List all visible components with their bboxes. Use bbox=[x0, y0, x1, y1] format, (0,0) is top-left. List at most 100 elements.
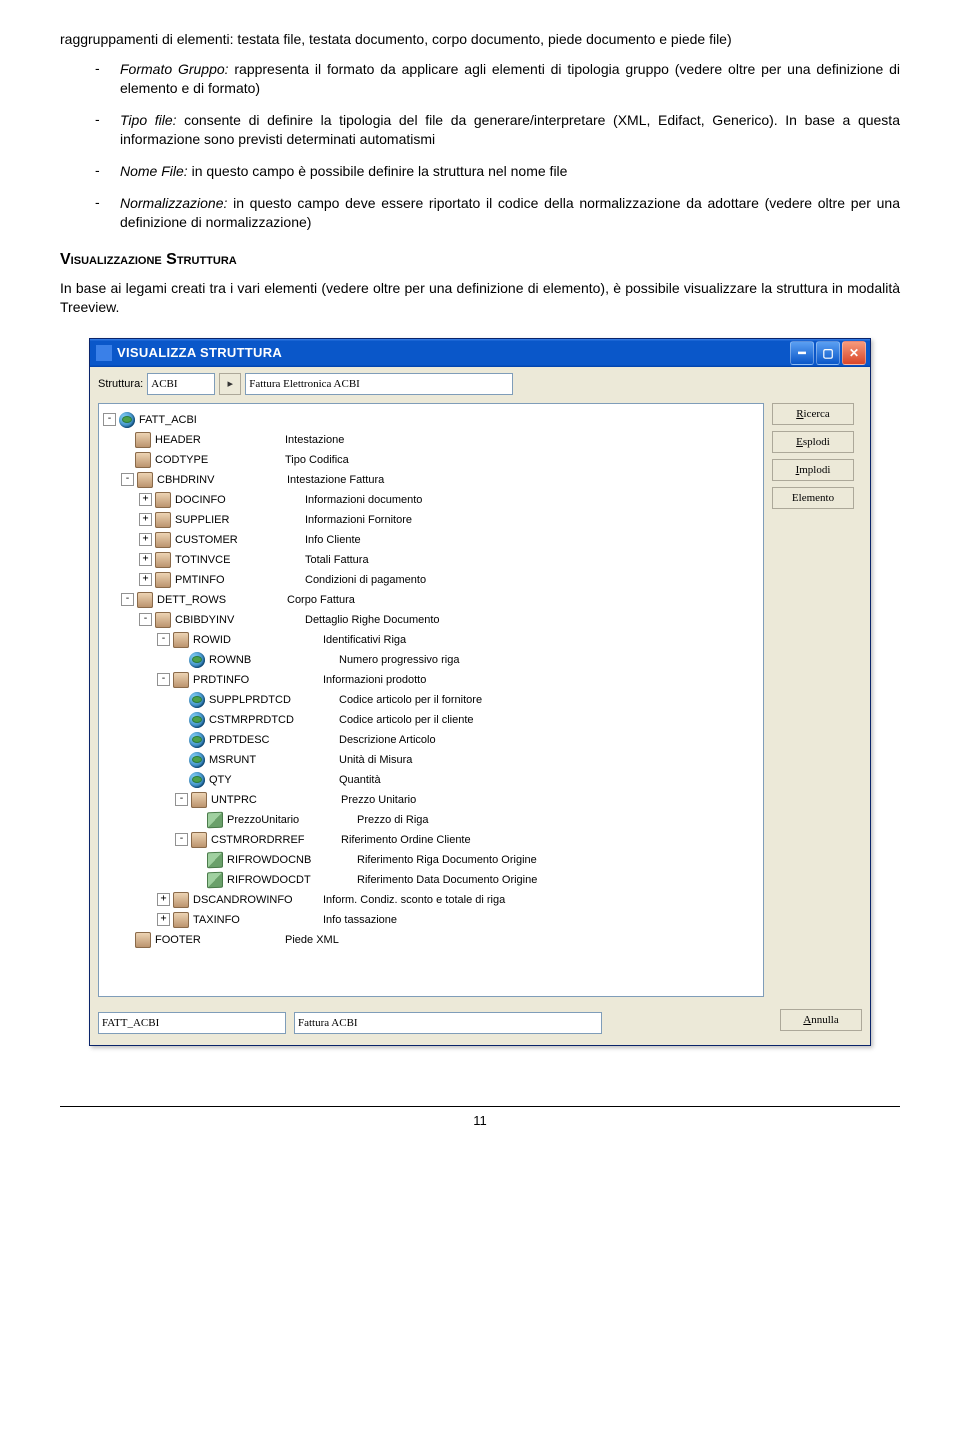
expand-icon[interactable]: + bbox=[157, 893, 170, 906]
expand-icon[interactable]: + bbox=[139, 533, 152, 546]
collapse-icon[interactable]: - bbox=[139, 613, 152, 626]
window-title: VISUALIZZA STRUTTURA bbox=[117, 345, 788, 360]
tree-row[interactable]: MSRUNTUnità di Misura bbox=[103, 750, 759, 770]
tree-code: CUSTOMER bbox=[175, 534, 305, 546]
expand-icon[interactable]: + bbox=[139, 493, 152, 506]
struttura-desc-input[interactable] bbox=[245, 373, 513, 395]
tree-row[interactable]: SUPPLPRDTCDCodice articolo per il fornit… bbox=[103, 690, 759, 710]
tree-row[interactable]: - FATT_ACBI bbox=[103, 410, 759, 430]
collapse-icon[interactable]: - bbox=[175, 793, 188, 806]
implodi-button[interactable]: Implodi bbox=[772, 459, 854, 481]
tree-panel: - FATT_ACBI HEADERIntestazioneCODTYPETipo … bbox=[98, 403, 764, 997]
tree-code: ROWNB bbox=[209, 654, 339, 666]
tree-row[interactable]: RIFROWDOCNBRiferimento Riga Documento Or… bbox=[103, 850, 759, 870]
tree-row[interactable]: +CUSTOMERInfo Cliente bbox=[103, 530, 759, 550]
tree-code: CBHDRINV bbox=[157, 474, 287, 486]
bullet-rest: rappresenta il formato da applicare agli… bbox=[120, 61, 900, 97]
tree-row[interactable]: -CBIBDYINVDettaglio Righe Documento bbox=[103, 610, 759, 630]
cube-icon bbox=[207, 812, 223, 829]
struttura-window: VISUALIZZA STRUTTURA ━ ▢ ✕ Struttura: ▸ … bbox=[89, 338, 871, 1046]
struttura-input[interactable] bbox=[147, 373, 215, 395]
brick-icon bbox=[137, 592, 153, 608]
brick-icon bbox=[173, 892, 189, 908]
tree-row[interactable]: CSTMRPRDTCDCodice articolo per il client… bbox=[103, 710, 759, 730]
brick-icon bbox=[155, 532, 171, 548]
tree-row[interactable]: -CSTMRORDRREFRiferimento Ordine Cliente bbox=[103, 830, 759, 850]
annulla-button[interactable]: Annulla bbox=[780, 1009, 862, 1031]
expand-icon[interactable]: + bbox=[157, 913, 170, 926]
tree-row[interactable]: FOOTERPiede XML bbox=[103, 930, 759, 950]
tree-row[interactable]: +DOCINFOInformazioni documento bbox=[103, 490, 759, 510]
tree-desc: Numero progressivo riga bbox=[339, 654, 459, 666]
brick-icon bbox=[137, 472, 153, 488]
expand-icon[interactable]: + bbox=[139, 513, 152, 526]
collapse-icon[interactable]: - bbox=[175, 833, 188, 846]
tree-row[interactable]: + SUPPLIERInformazioni Fornitore bbox=[103, 510, 759, 530]
tree-row[interactable]: +PMTINFOCondizioni di pagamento bbox=[103, 570, 759, 590]
globe-icon bbox=[189, 732, 205, 748]
titlebar: VISUALIZZA STRUTTURA ━ ▢ ✕ bbox=[90, 339, 870, 367]
tree-desc: Totali Fattura bbox=[305, 554, 369, 566]
bullet-dash: - bbox=[95, 162, 120, 182]
close-button[interactable]: ✕ bbox=[842, 341, 866, 365]
tree-code: DOCINFO bbox=[175, 494, 305, 506]
bullet-rest: consente di definire la tipologia del fi… bbox=[120, 112, 900, 148]
tree-code: RIFROWDOCNB bbox=[227, 854, 357, 866]
toggle-spacer bbox=[193, 854, 204, 865]
toggle-spacer bbox=[175, 754, 186, 765]
tree-code: FOOTER bbox=[155, 934, 285, 946]
minimize-button[interactable]: ━ bbox=[790, 341, 814, 365]
bullet-item: -Normalizzazione: in questo campo deve e… bbox=[60, 194, 900, 233]
footer-code-input[interactable] bbox=[98, 1012, 286, 1034]
tree-code: TAXINFO bbox=[193, 914, 323, 926]
toggle-spacer bbox=[121, 934, 132, 945]
bullet-rest: in questo campo deve essere riportato il… bbox=[120, 195, 900, 231]
cube-icon bbox=[207, 872, 223, 889]
lookup-button[interactable]: ▸ bbox=[219, 373, 241, 395]
tree-desc: Informazioni Fornitore bbox=[305, 514, 412, 526]
collapse-icon[interactable]: - bbox=[103, 413, 116, 426]
collapse-icon[interactable]: - bbox=[121, 473, 134, 486]
tree-row[interactable]: +DSCANDROWINFOInform. Condiz. sconto e t… bbox=[103, 890, 759, 910]
tree-row[interactable]: -UNTPRCPrezzo Unitario bbox=[103, 790, 759, 810]
tree-row[interactable]: HEADERIntestazione bbox=[103, 430, 759, 450]
tree-row[interactable]: -CBHDRINVIntestazione Fattura bbox=[103, 470, 759, 490]
tree-row[interactable]: PrezzoUnitarioPrezzo di Riga bbox=[103, 810, 759, 830]
tree-row[interactable]: ROWNBNumero progressivo riga bbox=[103, 650, 759, 670]
tree-code: FATT_ACBI bbox=[139, 414, 269, 426]
tree-code: CSTMRORDRREF bbox=[211, 834, 341, 846]
collapse-icon[interactable]: - bbox=[157, 633, 170, 646]
esplodi-button[interactable]: Esplodi bbox=[772, 431, 854, 453]
tree-row[interactable]: +TOTINVCETotali Fattura bbox=[103, 550, 759, 570]
tree-row[interactable]: + TAXINFOInfo tassazione bbox=[103, 910, 759, 930]
tree-code: CBIBDYINV bbox=[175, 614, 305, 626]
tree-row[interactable]: QTYQuantità bbox=[103, 770, 759, 790]
expand-icon[interactable]: + bbox=[139, 573, 152, 586]
tree-code: HEADER bbox=[155, 434, 285, 446]
toggle-spacer bbox=[175, 774, 186, 785]
expand-icon[interactable]: + bbox=[139, 553, 152, 566]
collapse-icon[interactable]: - bbox=[157, 673, 170, 686]
tree-desc: Informazioni prodotto bbox=[323, 674, 426, 686]
ricerca-button[interactable]: Ricerca bbox=[772, 403, 854, 425]
tree-row[interactable]: CODTYPETipo Codifica bbox=[103, 450, 759, 470]
globe-icon bbox=[189, 712, 205, 728]
tree-desc: Descrizione Articolo bbox=[339, 734, 436, 746]
toggle-spacer bbox=[193, 814, 204, 825]
tree-row[interactable]: -DETT_ROWSCorpo Fattura bbox=[103, 590, 759, 610]
footer-desc-input[interactable] bbox=[294, 1012, 602, 1034]
bullet-text: Nome File: in questo campo è possibile d… bbox=[120, 162, 900, 182]
tree-code: ROWID bbox=[193, 634, 323, 646]
toggle-spacer bbox=[193, 874, 204, 885]
collapse-icon[interactable]: - bbox=[121, 593, 134, 606]
tree-desc: Info tassazione bbox=[323, 914, 397, 926]
tree-row[interactable]: PRDTDESCDescrizione Articolo bbox=[103, 730, 759, 750]
tree-row[interactable]: -ROWIDIdentificativi Riga bbox=[103, 630, 759, 650]
tree-code: PMTINFO bbox=[175, 574, 305, 586]
tree-code: SUPPLIER bbox=[175, 514, 305, 526]
brick-icon bbox=[191, 792, 207, 808]
elemento-button[interactable]: Elemento bbox=[772, 487, 854, 509]
maximize-button[interactable]: ▢ bbox=[816, 341, 840, 365]
tree-row[interactable]: -PRDTINFOInformazioni prodotto bbox=[103, 670, 759, 690]
tree-row[interactable]: RIFROWDOCDTRiferimento Data Documento Or… bbox=[103, 870, 759, 890]
